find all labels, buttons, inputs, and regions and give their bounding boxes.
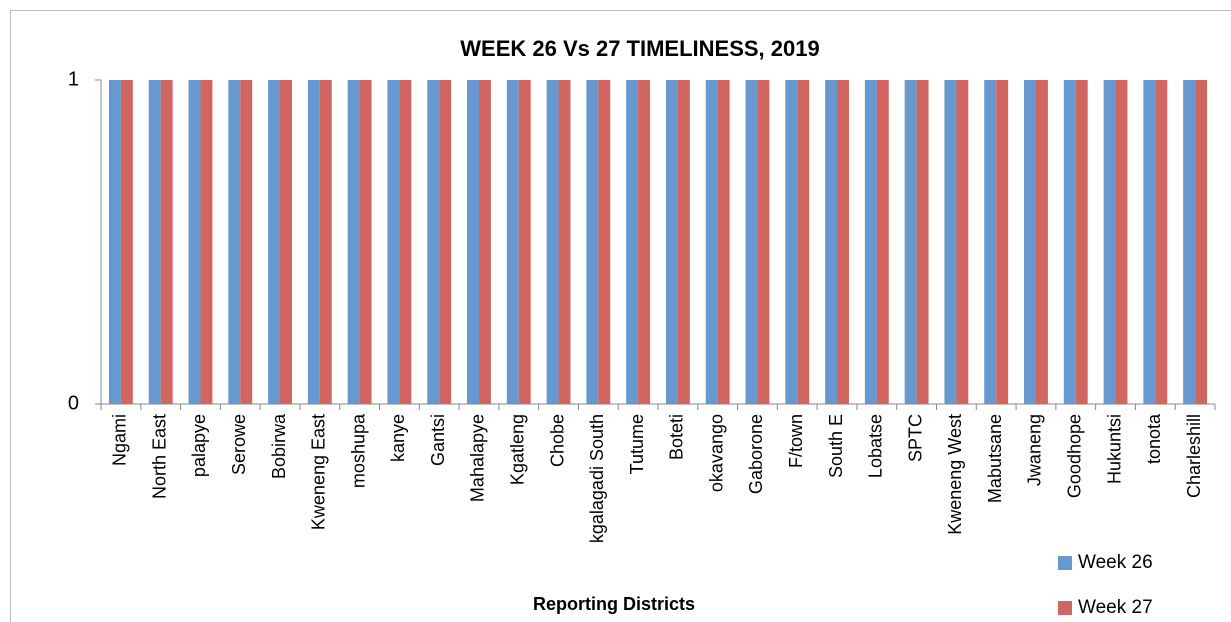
bar xyxy=(240,80,253,404)
bar xyxy=(586,80,599,404)
x-tick-label: Boteti xyxy=(667,414,687,460)
bar xyxy=(956,80,969,404)
bar xyxy=(677,80,690,404)
bar xyxy=(120,80,133,404)
bar xyxy=(944,80,957,404)
x-tick-label: palapye xyxy=(189,414,209,477)
bar xyxy=(1035,80,1048,404)
x-tick-label: tonota xyxy=(1144,413,1164,464)
bar xyxy=(785,80,798,404)
bar xyxy=(904,80,917,404)
bar xyxy=(797,80,810,404)
legend-swatch xyxy=(1058,556,1072,570)
x-tick-label: Mahalapye xyxy=(468,414,488,502)
bar xyxy=(626,80,639,404)
legend-label: Week 27 xyxy=(1078,597,1153,618)
x-tick-label: Charleshill xyxy=(1184,414,1204,498)
bar xyxy=(984,80,997,404)
bar xyxy=(1143,80,1156,404)
x-tick-label: Serowe xyxy=(229,414,249,475)
bar xyxy=(665,80,678,404)
x-tick-label: Jwaneng xyxy=(1025,414,1045,486)
bar xyxy=(319,80,332,404)
x-tick-label: Kweneng East xyxy=(309,414,329,530)
chart-border xyxy=(10,10,1231,622)
bar xyxy=(705,80,718,404)
x-tick-label: F/town xyxy=(786,414,806,468)
bar xyxy=(518,80,531,404)
bar xyxy=(717,80,730,404)
bar xyxy=(598,80,611,404)
bar xyxy=(864,80,877,404)
legend-swatch xyxy=(1058,601,1072,615)
bar xyxy=(1183,80,1196,404)
x-tick-label: SPTC xyxy=(905,414,925,462)
y-tick-label: 0 xyxy=(68,392,79,414)
bar xyxy=(638,80,651,404)
bar xyxy=(1075,80,1088,404)
x-tick-label: South E xyxy=(826,414,846,478)
bar xyxy=(280,80,292,404)
x-tick-label: Tutume xyxy=(627,414,647,474)
bar xyxy=(1024,80,1036,404)
bar xyxy=(307,80,320,404)
x-tick-label: North East xyxy=(149,414,169,499)
bar xyxy=(427,80,440,404)
bar xyxy=(876,80,889,404)
bar xyxy=(916,80,929,404)
bar xyxy=(148,80,161,404)
x-tick-label: Mabutsane xyxy=(985,414,1005,503)
x-tick-label: Goodhope xyxy=(1065,414,1085,498)
bar xyxy=(399,80,412,404)
bar xyxy=(200,80,213,404)
bar xyxy=(1063,80,1076,404)
bar xyxy=(188,80,201,404)
bar xyxy=(546,80,559,404)
bar xyxy=(825,80,838,404)
x-tick-label: kgalagadi South xyxy=(587,414,607,543)
bar xyxy=(506,80,519,404)
bar xyxy=(359,80,372,404)
bar xyxy=(837,80,849,404)
y-tick-label: 1 xyxy=(68,68,79,90)
bar xyxy=(268,80,281,404)
x-tick-label: Hukuntsi xyxy=(1104,414,1124,484)
bar xyxy=(439,80,452,404)
bar xyxy=(745,80,758,404)
x-tick-label: Gaborone xyxy=(746,414,766,494)
bar xyxy=(1155,80,1168,404)
bar xyxy=(467,80,479,404)
bar xyxy=(108,80,121,404)
bar xyxy=(757,80,770,404)
x-tick-label: Kweneng West xyxy=(945,414,965,535)
bar xyxy=(347,80,360,404)
legend-label: Week 26 xyxy=(1078,552,1153,573)
bar xyxy=(996,80,1009,404)
x-tick-label: kanye xyxy=(388,414,408,462)
x-tick-label: Gantsi xyxy=(428,414,448,466)
bar xyxy=(387,80,400,404)
bar xyxy=(228,80,241,404)
chart-title: WEEK 26 Vs 27 TIMELINESS, 2019 xyxy=(460,36,819,61)
x-tick-label: Chobe xyxy=(547,414,567,467)
bar xyxy=(558,80,571,404)
x-tick-label: Lobatse xyxy=(866,414,886,478)
x-axis-title: Reporting Districts xyxy=(533,594,695,614)
bar xyxy=(160,80,173,404)
x-tick-label: Ngami xyxy=(110,414,130,466)
bar xyxy=(1103,80,1116,404)
bar xyxy=(1195,80,1208,404)
bar xyxy=(478,80,491,404)
bar xyxy=(1115,80,1128,404)
x-tick-label: okavango xyxy=(706,414,726,492)
x-tick-label: Bobirwa xyxy=(269,413,289,479)
x-tick-label: moshupa xyxy=(348,413,368,488)
x-tick-label: Kgatleng xyxy=(508,414,528,485)
